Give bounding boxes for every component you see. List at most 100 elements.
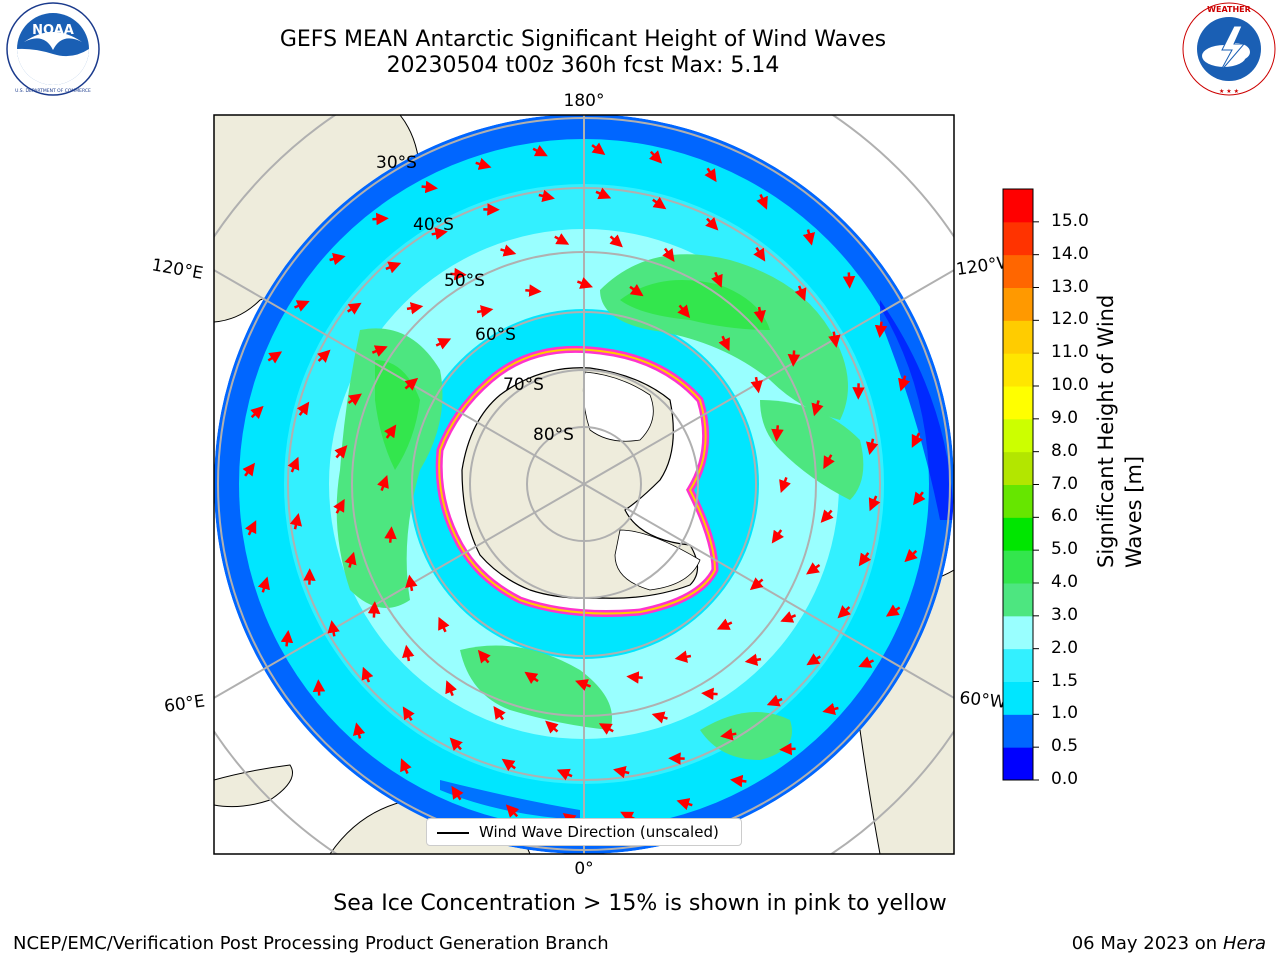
wind-wave-arrow (287, 456, 300, 473)
colorbar-tick-label: 6.0 (1051, 506, 1079, 527)
wind-wave-arrow (794, 285, 807, 302)
wind-wave-arrow (613, 766, 630, 779)
wind-wave-arrow (677, 304, 691, 319)
wind-wave-arrow (648, 150, 663, 164)
wind-wave-arrow (716, 618, 733, 630)
wind-wave-arrow (911, 432, 923, 448)
wind-wave-arrow (334, 445, 348, 459)
wind-wave-arrow (445, 680, 457, 697)
wind-wave-arrow (718, 335, 730, 352)
wind-wave-arrow (676, 798, 693, 811)
wind-wave-arrow (250, 405, 264, 420)
wind-wave-arrow (898, 375, 911, 392)
colorbar-tick-label: 5.0 (1051, 539, 1079, 560)
wind-wave-arrow (384, 526, 397, 543)
wind-wave-arrow (524, 671, 539, 685)
colorbar-segment (1003, 681, 1033, 715)
wind-wave-arrow (749, 577, 764, 591)
wind-wave-arrow (449, 737, 463, 751)
wind-wave-arrow (904, 548, 918, 563)
wind-wave-arrow (347, 302, 362, 315)
wind-wave-arrow (377, 475, 389, 492)
colorbar-segment (1003, 189, 1033, 223)
lat-label-70s: 70°S (503, 375, 544, 395)
madagascar-land (214, 764, 293, 808)
colorbar-tick-label: 12.0 (1051, 309, 1089, 330)
wind-wave-arrow (750, 376, 763, 394)
lon-label-lower-left: 60°E (163, 691, 206, 716)
wind-wave-arrow (753, 306, 766, 324)
wind-wave-arrow (866, 438, 879, 455)
wind-wave-arrow (885, 604, 901, 617)
colorbar-tick-label: 14.0 (1051, 243, 1089, 264)
colorbar-segment (1003, 221, 1033, 256)
wind-wave-arrows (242, 142, 926, 826)
colorbar-tick-label: 0.0 (1051, 769, 1079, 789)
wind-wave-arrow (756, 194, 768, 210)
wind-wave-arrow (385, 261, 402, 274)
wind-wave-arrow (744, 653, 762, 666)
colorbar-tick-label: 9.0 (1051, 407, 1079, 428)
wind-wave-arrow (367, 601, 381, 618)
wind-wave-arrow (766, 694, 783, 707)
colorbar-tick-label: 1.0 (1051, 703, 1079, 724)
colorbar-segment (1003, 615, 1033, 650)
wind-wave-arrow (823, 454, 835, 470)
wind-wave-arrow (874, 321, 888, 338)
noaa-logo: NOAA U.S. DEPARTMENT OF COMMERCE (6, 2, 100, 96)
wind-wave-arrow (811, 400, 824, 417)
map-frame (213, 114, 955, 855)
colorbar-tick-label: 11.0 (1051, 342, 1089, 363)
wind-wave-arrow (842, 272, 856, 289)
wind-wave-arrow (294, 300, 310, 312)
wind-wave-arrow (820, 509, 834, 523)
colorbar-segment (1003, 254, 1033, 288)
wind-wave-arrow (705, 217, 719, 231)
sea-ice-note: Sea Ice Concentration > 15% is shown in … (333, 891, 947, 916)
wind-wave-arrow (435, 338, 452, 350)
wind-wave-arrow (431, 227, 448, 240)
wind-wave-arrow (242, 462, 256, 477)
colorbar-tick-label: 3.0 (1051, 604, 1079, 625)
colorbar-segment (1003, 648, 1033, 682)
colorbar-tick-label: 4.0 (1051, 572, 1079, 592)
wind-wave-arrow (405, 574, 418, 592)
wind-wave-arrow (711, 271, 723, 288)
wind-wave-arrow (383, 424, 397, 439)
colorbar-segment (1003, 714, 1033, 748)
wind-wave-arrow (372, 212, 389, 226)
wind-wave-arrow (500, 244, 517, 257)
wind-wave-arrow (771, 529, 785, 544)
wind-wave-arrow (400, 758, 412, 774)
legend-line-swatch (437, 832, 469, 834)
lat-label-40s: 40°S (413, 215, 454, 235)
wind-wave-arrow (406, 302, 424, 315)
colorbar-segment (1003, 484, 1033, 518)
legend-label: Wind Wave Direction (unscaled) (479, 823, 719, 841)
footer-left: NCEP/EMC/Verification Post Processing Pr… (13, 933, 609, 954)
nws-logo: WEATHER ★ ★ ★ (1182, 2, 1276, 96)
wind-wave-arrow (475, 157, 492, 170)
wind-wave-arrow (312, 679, 326, 696)
colorbar-segment (1003, 418, 1033, 453)
colorbar-tick-label: 1.5 (1051, 670, 1079, 691)
lon-label-upper-left: 120°E (150, 255, 204, 284)
colorbar-segment (1003, 451, 1033, 485)
wind-wave-arrow (701, 687, 718, 701)
wind-wave-arrow (329, 252, 346, 266)
wind-wave-arrow (296, 401, 310, 416)
wind-wave-arrow (556, 768, 573, 781)
colorbar-tick-label: 7.0 (1051, 473, 1079, 494)
colorbar-segment (1003, 386, 1033, 420)
wind-wave-arrow (438, 616, 450, 633)
weddell-ice-shelf (614, 529, 701, 591)
colorbar-segment (1003, 747, 1033, 781)
colorbar-tick-label: 13.0 (1051, 276, 1089, 297)
wind-wave-arrow (450, 267, 467, 281)
lon-label-top: 180° (564, 91, 605, 111)
wave-patch-east (760, 400, 864, 500)
wind-wave-arrow (674, 650, 692, 663)
svg-text:WEATHER: WEATHER (1207, 5, 1251, 14)
wind-wave-arrow (344, 551, 357, 568)
